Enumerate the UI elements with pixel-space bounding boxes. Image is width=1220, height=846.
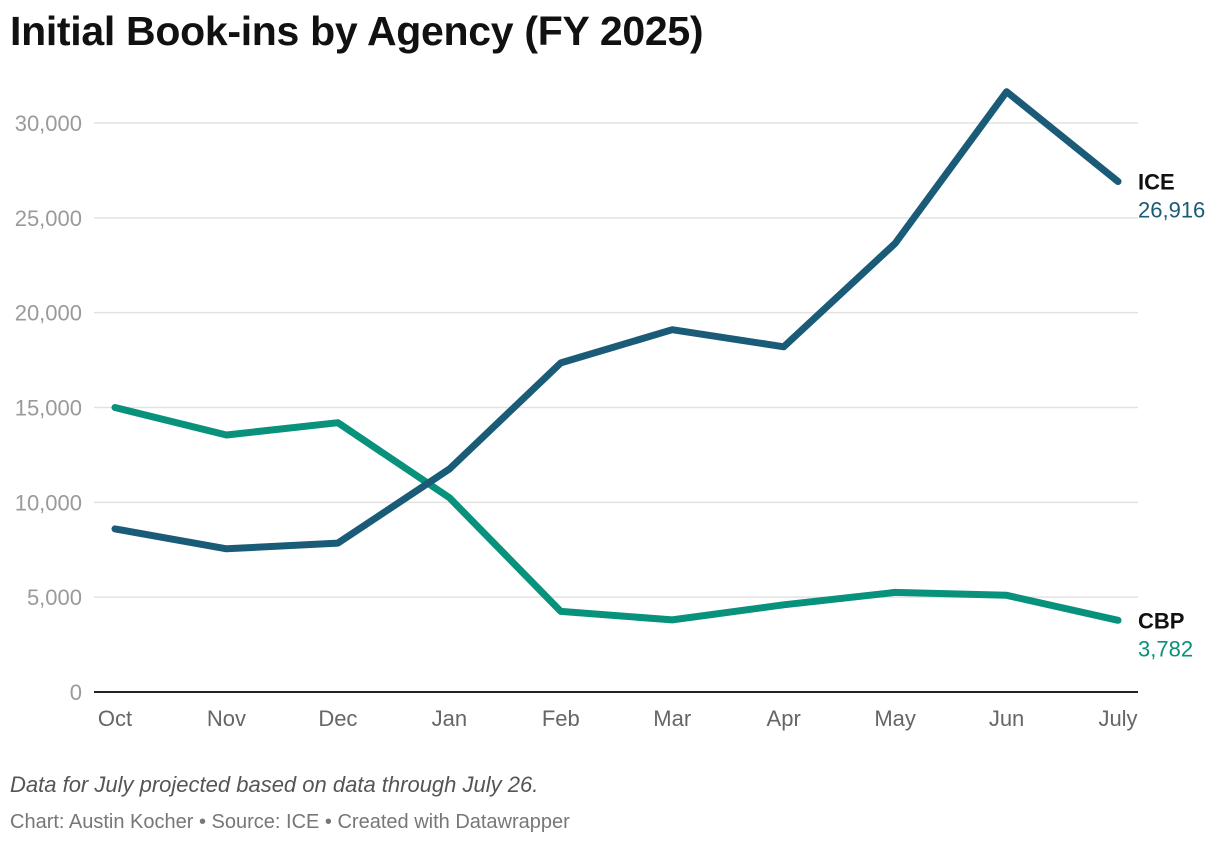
x-tick-label: Mar <box>653 706 691 731</box>
x-tick-label: Feb <box>542 706 580 731</box>
series-name-label-cbp: CBP <box>1138 608 1184 633</box>
series-name-label-ice: ICE <box>1138 169 1175 194</box>
chart-title: Initial Book-ins by Agency (FY 2025) <box>10 8 704 54</box>
x-tick-label: Oct <box>98 706 132 731</box>
y-tick-label: 15,000 <box>15 396 82 421</box>
x-tick-label: July <box>1098 706 1137 731</box>
chart-credit: Chart: Austin Kocher • Source: ICE • Cre… <box>10 811 570 833</box>
gridlines <box>94 122 1138 693</box>
y-tick-label: 25,000 <box>15 206 82 231</box>
y-tick-label: 5,000 <box>27 585 82 610</box>
y-tick-label: 10,000 <box>15 490 82 515</box>
series-value-label-ice: 26,916 <box>1138 197 1205 222</box>
y-axis-ticks: 0 5,000 10,000 15,000 20,000 25,000 30,000 <box>15 111 82 705</box>
y-tick-label: 0 <box>70 680 82 705</box>
chart-note: Data for July projected based on data th… <box>10 772 539 797</box>
x-tick-label: Jan <box>432 706 467 731</box>
series-line-ice <box>111 88 1122 553</box>
x-tick-label: Dec <box>318 706 357 731</box>
x-axis-ticks: Oct Nov Dec Jan Feb Mar Apr May Jun July <box>98 706 1138 731</box>
y-tick-label: 30,000 <box>15 111 82 136</box>
series-value-label-cbp: 3,782 <box>1138 636 1193 661</box>
x-tick-label: May <box>874 706 916 731</box>
x-tick-label: Nov <box>207 706 246 731</box>
series-end-labels: ICE 26,916 CBP 3,782 <box>1138 169 1205 661</box>
x-tick-label: Apr <box>767 706 801 731</box>
y-tick-label: 20,000 <box>15 301 82 326</box>
x-tick-label: Jun <box>989 706 1024 731</box>
series-lines <box>111 88 1122 624</box>
series-line-cbp <box>111 404 1122 624</box>
